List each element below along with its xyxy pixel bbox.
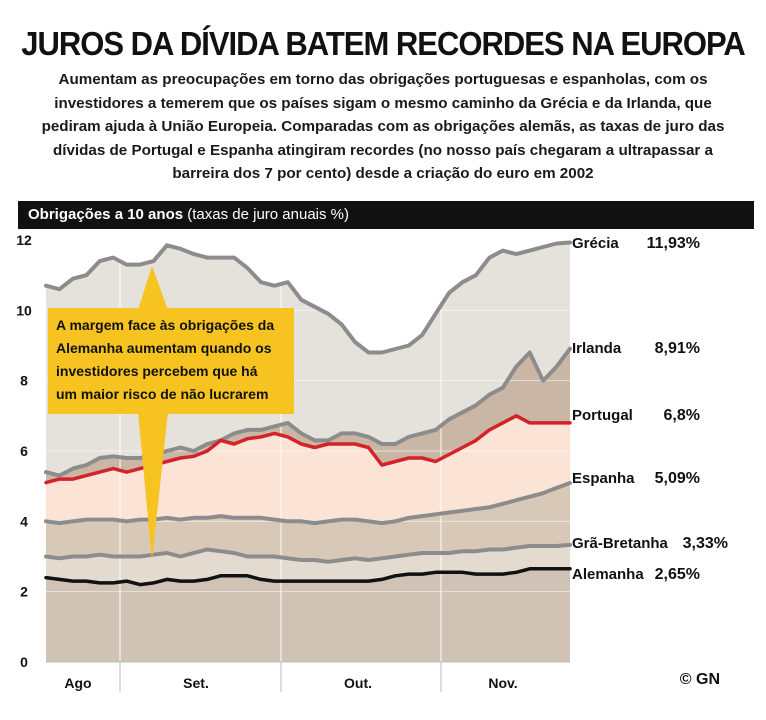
y-tick-label: 8: [20, 373, 28, 389]
callout-pointer-down: [138, 412, 168, 560]
callout-line: Alemanha aumentam quando os: [56, 340, 272, 356]
x-tick-label: Out.: [344, 675, 372, 691]
axes: 0 2 4 6 8 10 12 Ago Set. Out. Nov.: [16, 232, 570, 692]
x-tick-label: Nov.: [488, 675, 517, 691]
x-tick-label: Ago: [64, 675, 91, 691]
band-sub: (taxas de juro anuais %): [187, 206, 349, 223]
area-portugal: [46, 415, 570, 524]
line-irlanda: [44, 346, 572, 478]
series-label-espanha: Espanha: [572, 470, 635, 487]
y-tick-label: 2: [20, 584, 28, 600]
line-espanha: [44, 481, 572, 526]
band-label: Obrigações a 10 anos: [28, 206, 184, 223]
callout-line: um maior risco de não lucrarem: [56, 386, 268, 402]
chart-title: JUROS DA DÍVIDA BATEM RECORDES NA EUROPA: [21, 24, 746, 63]
series-label-alemanha: Alemanha: [572, 566, 644, 583]
x-tick-label: Set.: [183, 675, 209, 691]
series-labels: Grécia 11,93% Irlanda 8,91% Portugal 6,8% Espa…: [572, 235, 728, 583]
series-value-espanha: 5,09%: [655, 470, 700, 487]
callout-pointer-up: [138, 266, 168, 310]
series-value-grecia: 11,93%: [647, 235, 700, 252]
y-tick-label: 6: [20, 443, 28, 459]
series-label-gra-bretanha: Grã-Bretanha: [572, 535, 669, 552]
y-tick-label: 4: [20, 513, 28, 529]
y-tick-label: 10: [16, 302, 32, 318]
line-gra-bretanha: [44, 542, 572, 564]
area-grecia: [46, 242, 570, 476]
series-label-irlanda: Irlanda: [572, 340, 622, 357]
series-value-gra-bretanha: 3,33%: [683, 535, 728, 552]
callout-box: A margem face às obrigações da Alemanha a…: [48, 266, 294, 560]
band-title: Obrigações a 10 anos (taxas de juro anua…: [28, 206, 349, 223]
series-value-irlanda: 8,91%: [655, 340, 700, 357]
y-tick-label: 12: [16, 232, 32, 248]
line-alemanha: [44, 567, 572, 587]
series-label-portugal: Portugal: [572, 407, 633, 424]
line-portugal: [44, 414, 572, 485]
subtitle-band: Obrigações a 10 anos (taxas de juro anua…: [18, 201, 754, 229]
series-lines: [44, 240, 572, 587]
credit-text: © GN: [680, 671, 720, 688]
series-label-grecia: Grécia: [572, 235, 619, 252]
series-value-portugal: 6,8%: [664, 407, 700, 424]
chart-lede: Aumentam as preocupações em torno das ob…: [41, 71, 725, 182]
callout-line: A margem face às obrigações da: [56, 317, 274, 333]
line-grecia: [44, 240, 572, 355]
callout-line: investidores percebem que há: [56, 363, 258, 379]
callout-background: [48, 308, 294, 414]
y-tick-label: 0: [20, 654, 28, 670]
series-value-alemanha: 2,65%: [655, 566, 700, 583]
